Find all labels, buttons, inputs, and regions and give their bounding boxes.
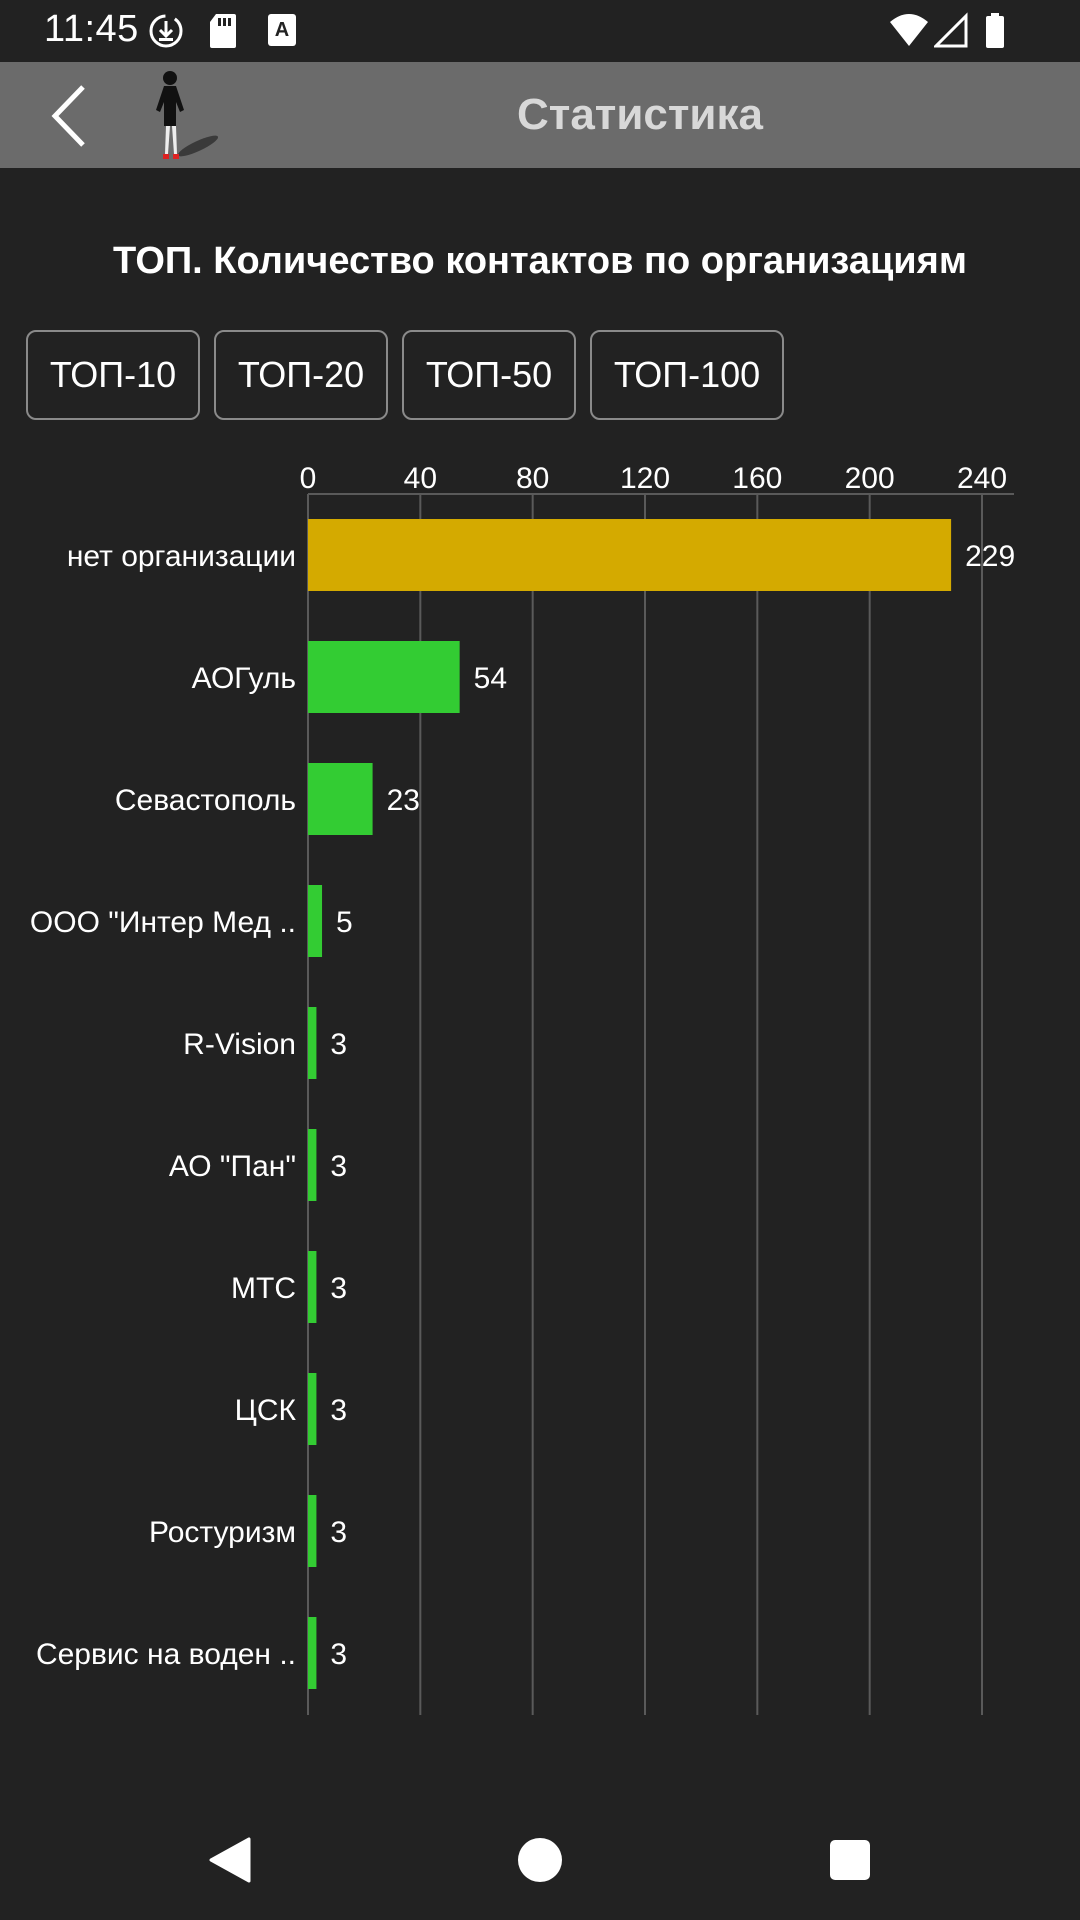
bar-9 <box>308 1617 317 1689</box>
x-tick-label-80: 80 <box>516 462 549 495</box>
nav-back-button[interactable] <box>200 1830 260 1890</box>
app-bar: Статистика <box>0 62 1080 168</box>
tab-top-50[interactable]: ТОП-50 <box>402 330 576 420</box>
nav-home-circle-icon <box>518 1838 562 1882</box>
category-label-2: Севастополь <box>115 784 296 817</box>
data-label-6: 3 <box>330 1272 347 1305</box>
status-bar: 11:45 A <box>0 0 1080 62</box>
data-label-9: 3 <box>330 1638 347 1671</box>
bar-4 <box>308 1007 317 1079</box>
bar-3 <box>308 885 323 957</box>
data-label-7: 3 <box>330 1394 347 1427</box>
businesswoman-logo-icon <box>156 71 219 159</box>
x-tick-label-200: 200 <box>845 462 895 495</box>
download-circle-icon <box>149 14 183 48</box>
category-label-7: ЦСК <box>235 1394 297 1427</box>
category-label-1: АОГуль <box>192 662 296 695</box>
bar-6 <box>308 1251 317 1323</box>
category-label-8: Ростуризм <box>149 1516 296 1549</box>
x-tick-label-40: 40 <box>404 462 437 495</box>
tab-top-10[interactable]: ТОП-10 <box>26 330 200 420</box>
bar-1 <box>308 641 460 713</box>
x-tick-label-240: 240 <box>957 462 1007 495</box>
category-label-3: ООО "Интер Мед .. <box>30 906 296 939</box>
x-tick-label-160: 160 <box>732 462 782 495</box>
cell-signal-icon <box>934 12 968 48</box>
status-time: 11:45 <box>44 8 139 50</box>
system-nav-bar <box>0 1800 1080 1920</box>
top-tabs: ТОП-10 ТОП-20 ТОП-50 ТОП-100 <box>26 330 784 420</box>
nav-home-button[interactable] <box>510 1830 570 1890</box>
data-label-0: 229 <box>965 540 1015 573</box>
data-label-5: 3 <box>330 1150 347 1183</box>
data-label-3: 5 <box>336 906 353 939</box>
keyboard-a-icon: A <box>268 14 296 46</box>
category-label-9: Сервис на воден .. <box>36 1638 296 1671</box>
data-label-1: 54 <box>474 662 507 695</box>
back-chevron-icon <box>51 85 85 147</box>
chart-title: ТОП. Количество контактов по организация… <box>113 240 967 282</box>
app-title: Статистика <box>517 90 763 139</box>
nav-recents-button[interactable] <box>820 1830 880 1890</box>
data-label-4: 3 <box>330 1028 347 1061</box>
sd-card-icon <box>210 14 236 48</box>
wifi-icon <box>890 14 928 46</box>
bar-2 <box>308 763 373 835</box>
bar-0 <box>308 519 952 591</box>
category-label-0: нет организации <box>67 540 296 573</box>
bar-5 <box>308 1129 317 1201</box>
nav-back-triangle-icon <box>209 1837 251 1883</box>
data-label-8: 3 <box>330 1516 347 1549</box>
bar-chart: 0 40 80 120 160 200 240 нет организации 229 АОГул… <box>30 462 1015 1715</box>
tab-top-20[interactable]: ТОП-20 <box>214 330 388 420</box>
bar-7 <box>308 1373 317 1445</box>
data-label-2: 23 <box>387 784 420 817</box>
svg-text:A: A <box>275 19 289 41</box>
category-label-4: R-Vision <box>183 1028 296 1061</box>
battery-icon <box>986 13 1004 48</box>
nav-recents-square-icon <box>830 1840 870 1880</box>
category-label-5: АО "Пан" <box>169 1150 296 1183</box>
bar-8 <box>308 1495 317 1567</box>
x-tick-label-120: 120 <box>620 462 670 495</box>
tab-top-100[interactable]: ТОП-100 <box>590 330 784 420</box>
back-button[interactable] <box>30 76 110 156</box>
category-label-6: МТС <box>231 1272 296 1305</box>
x-tick-label-0: 0 <box>300 462 317 495</box>
